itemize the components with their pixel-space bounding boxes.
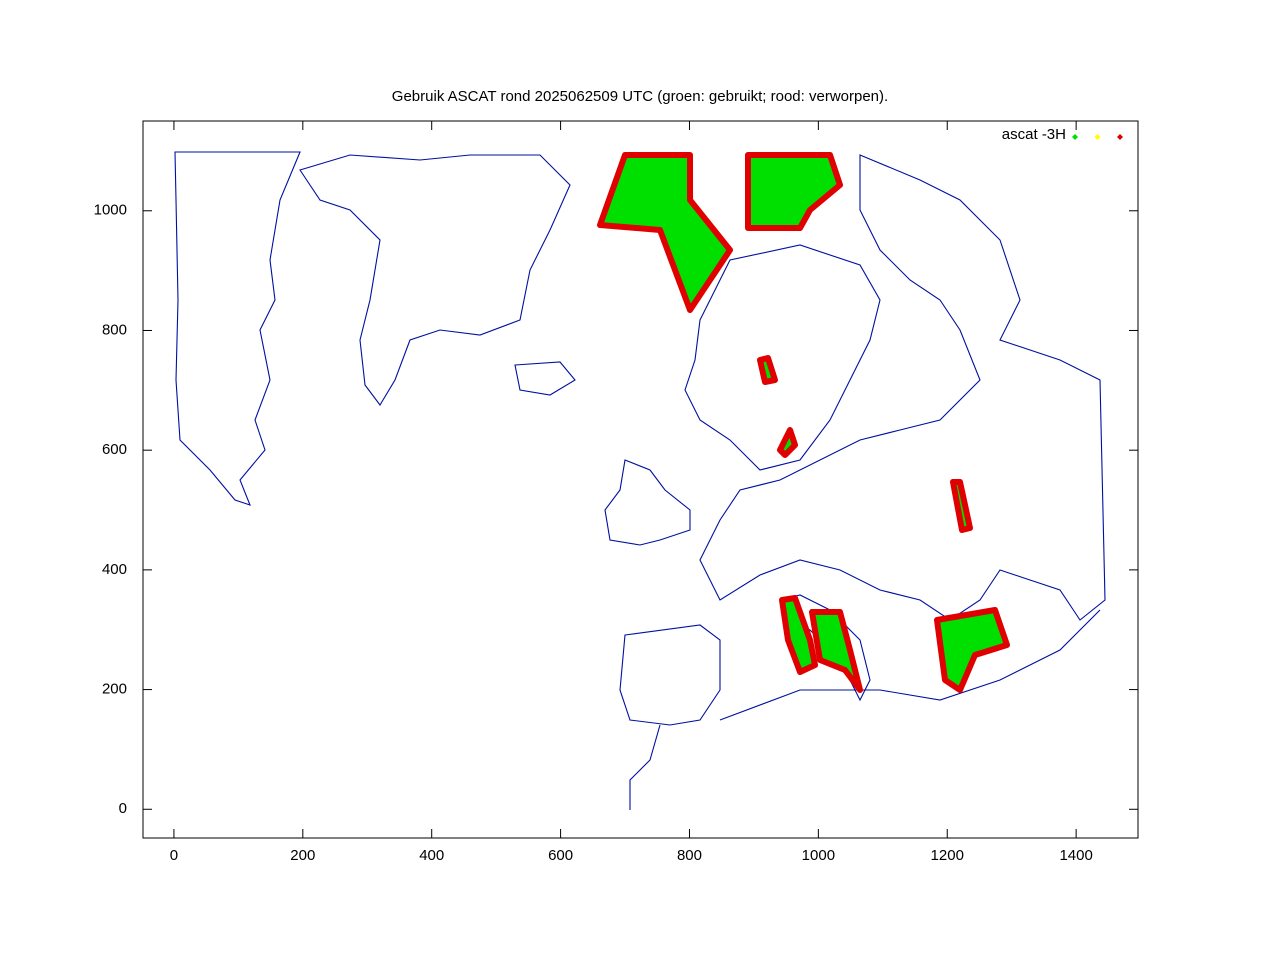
x-tick-label: 1000 (802, 847, 835, 864)
swath (809, 609, 863, 693)
coastline (514, 361, 576, 396)
axes: 0 200 400 600 800 1000 1200 1400 0 200 400 600 800 10… (94, 121, 1138, 864)
legend-marker (1072, 134, 1078, 140)
coastline (619, 624, 721, 726)
coastline (299, 154, 571, 406)
coastline (699, 154, 1106, 621)
swath (779, 595, 818, 675)
legend-marker (1094, 134, 1101, 140)
x-tick-label: 0 (170, 847, 178, 864)
y-tick-label: 200 (102, 681, 127, 698)
swath (597, 152, 733, 313)
swath (950, 479, 973, 533)
chart-title: Gebruik ASCAT rond 2025062509 UTC (groen… (392, 88, 888, 105)
x-tick-label: 600 (548, 847, 573, 864)
swath (934, 607, 1010, 693)
x-tick-label: 200 (290, 847, 315, 864)
legend-markers (1072, 134, 1123, 140)
ascat-swaths (597, 152, 1010, 693)
swath (777, 427, 798, 458)
x-tick-label: 1400 (1059, 847, 1092, 864)
y-tick-label: 800 (102, 321, 127, 338)
coastline (174, 151, 301, 506)
y-tick-label: 0 (119, 800, 127, 817)
legend-marker (1117, 134, 1123, 140)
y-tick-label: 400 (102, 561, 127, 578)
coastline (604, 459, 691, 546)
legend: ascat -3H (1002, 126, 1123, 143)
plot-frame (142, 120, 1139, 839)
y-tick-label: 600 (102, 441, 127, 458)
legend-label: ascat -3H (1002, 126, 1066, 143)
coastline (684, 244, 881, 471)
y-tick-label: 1000 (94, 202, 127, 219)
coastlines (174, 151, 1106, 810)
swath (757, 355, 778, 385)
x-tick-label: 400 (419, 847, 444, 864)
swath (745, 152, 843, 231)
x-tick-label: 1200 (931, 847, 964, 864)
x-tick-label: 800 (677, 847, 702, 864)
coastline (629, 609, 1101, 810)
